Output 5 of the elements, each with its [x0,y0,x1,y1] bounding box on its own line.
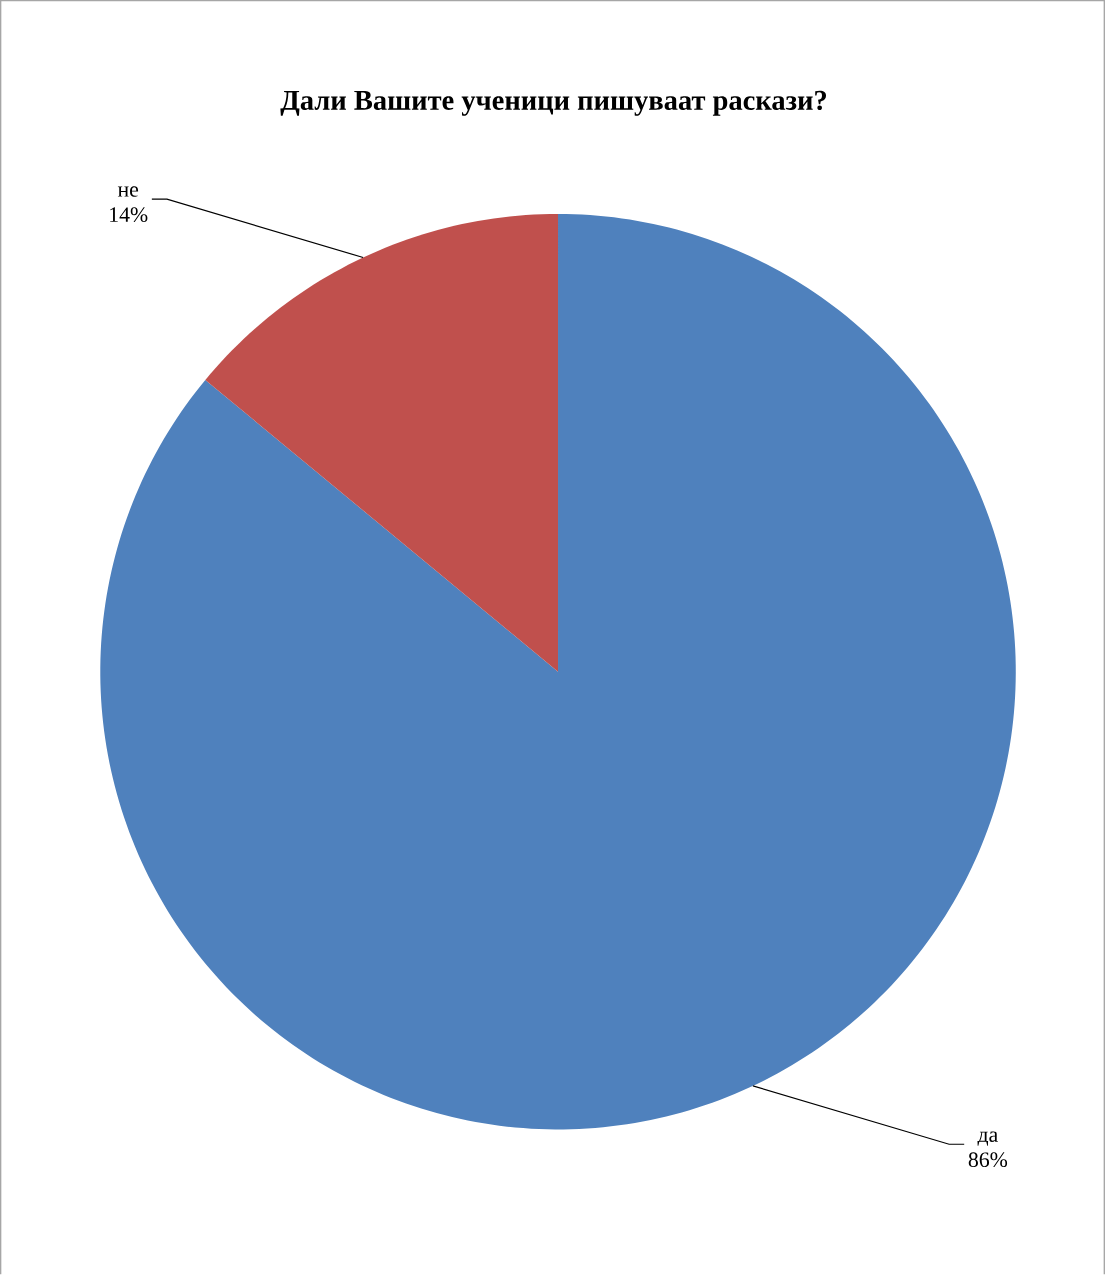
slice-label: да [977,1131,998,1146]
slice-label: не [117,186,139,197]
data-label: 14% [110,207,148,223]
chart-title: Дали Вашите ученици пишуваат раскази? [280,90,827,116]
data-label: 86% [968,1152,1008,1168]
